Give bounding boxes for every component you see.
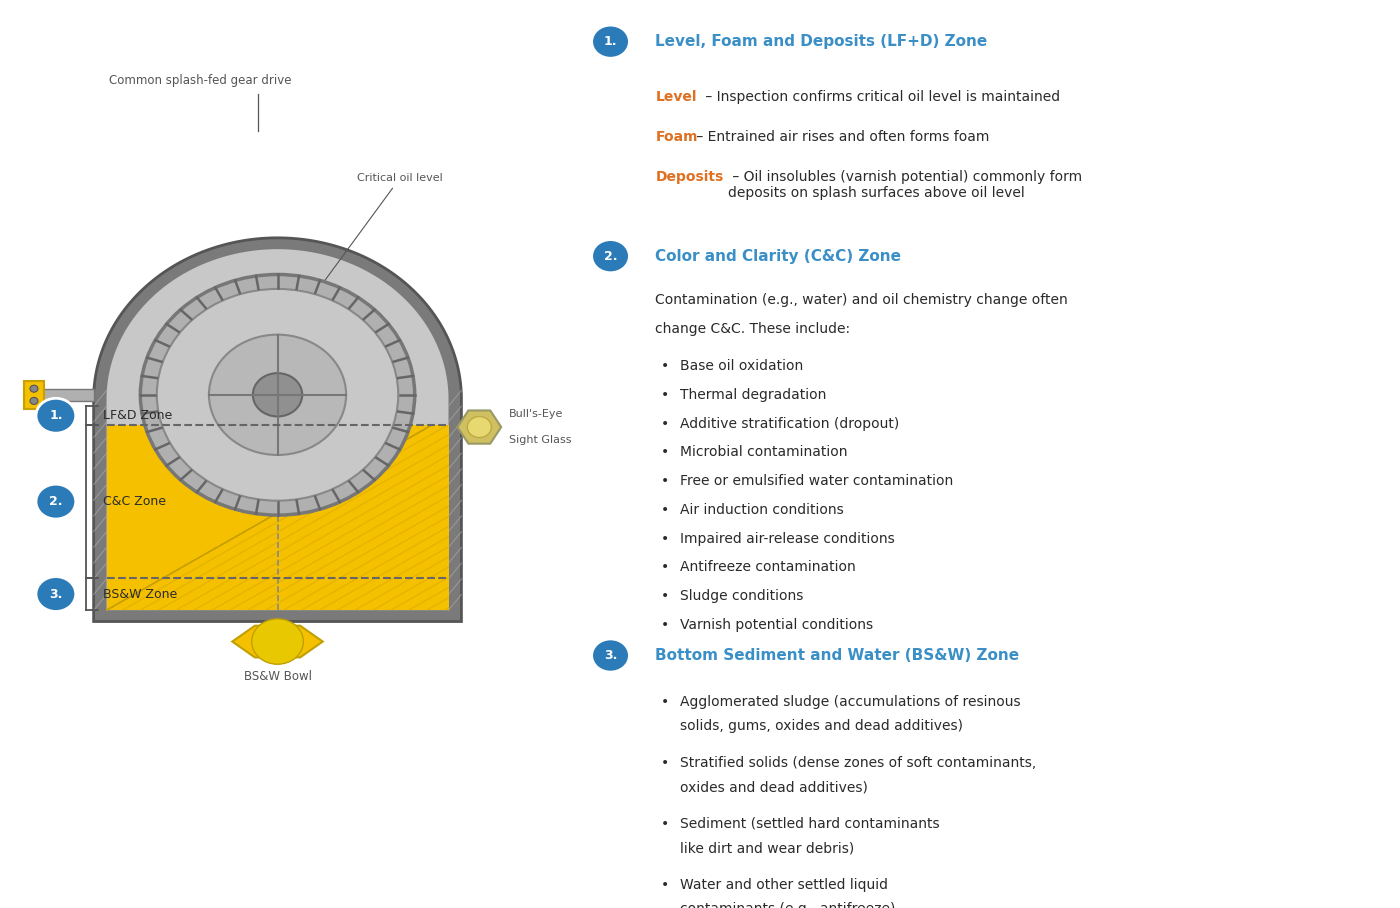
Polygon shape: [232, 626, 323, 657]
Circle shape: [592, 25, 630, 58]
Text: Water and other settled liquid: Water and other settled liquid: [680, 878, 888, 892]
Circle shape: [36, 577, 76, 611]
Text: Antifreeze contamination: Antifreeze contamination: [680, 560, 855, 575]
Text: Free or emulsified water contamination: Free or emulsified water contamination: [680, 474, 953, 489]
Circle shape: [253, 373, 302, 417]
Circle shape: [140, 274, 414, 515]
Text: Level, Foam and Deposits (LF+D) Zone: Level, Foam and Deposits (LF+D) Zone: [655, 35, 987, 49]
Text: Color and Clarity (C&C) Zone: Color and Clarity (C&C) Zone: [655, 249, 902, 263]
Circle shape: [29, 398, 38, 404]
Text: •: •: [661, 445, 669, 459]
Text: 2.: 2.: [603, 250, 617, 262]
Text: Deposits: Deposits: [655, 170, 724, 183]
Text: Critical oil level: Critical oil level: [295, 173, 442, 321]
Text: Base oil oxidation: Base oil oxidation: [680, 359, 804, 373]
Text: •: •: [661, 359, 669, 373]
Text: •: •: [661, 388, 669, 402]
Circle shape: [36, 399, 76, 433]
Text: LF&D Zone: LF&D Zone: [102, 410, 172, 422]
Circle shape: [592, 240, 630, 272]
Circle shape: [209, 335, 346, 455]
Text: 3.: 3.: [49, 587, 63, 600]
Text: solids, gums, oxides and dead additives): solids, gums, oxides and dead additives): [680, 719, 963, 733]
Text: •: •: [661, 755, 669, 770]
Text: •: •: [661, 417, 669, 430]
Text: 2.: 2.: [49, 495, 63, 508]
Text: •: •: [661, 503, 669, 517]
Text: Foam: Foam: [655, 130, 697, 143]
Text: – Inspection confirms critical oil level is maintained: – Inspection confirms critical oil level…: [701, 90, 1060, 104]
Text: 1.: 1.: [603, 35, 617, 48]
Text: – Entrained air rises and often forms foam: – Entrained air rises and often forms fo…: [692, 130, 990, 143]
Text: 1.: 1.: [49, 410, 63, 422]
Text: Agglomerated sludge (accumulations of resinous: Agglomerated sludge (accumulations of re…: [680, 695, 1021, 709]
Text: BS&W Bowl: BS&W Bowl: [244, 670, 312, 684]
FancyBboxPatch shape: [39, 389, 94, 401]
Text: Sediment (settled hard contaminants: Sediment (settled hard contaminants: [680, 817, 939, 831]
Polygon shape: [106, 249, 448, 610]
Text: Common splash-fed gear drive: Common splash-fed gear drive: [109, 74, 291, 87]
Polygon shape: [458, 410, 501, 444]
Circle shape: [29, 385, 38, 392]
Circle shape: [157, 289, 398, 500]
Text: Bottom Sediment and Water (BS&W) Zone: Bottom Sediment and Water (BS&W) Zone: [655, 648, 1019, 663]
Text: Stratified solids (dense zones of soft contaminants,: Stratified solids (dense zones of soft c…: [680, 755, 1036, 770]
Text: – Oil insolubles (varnish potential) commonly form
deposits on splash surfaces a: – Oil insolubles (varnish potential) com…: [728, 170, 1082, 200]
Text: •: •: [661, 878, 669, 892]
Polygon shape: [106, 425, 448, 610]
Text: Thermal degradation: Thermal degradation: [680, 388, 826, 402]
Text: Impaired air-release conditions: Impaired air-release conditions: [680, 532, 895, 546]
Circle shape: [252, 619, 304, 665]
Text: Bull's-Eye: Bull's-Eye: [510, 409, 564, 419]
Text: oxides and dead additives): oxides and dead additives): [680, 780, 868, 794]
Text: Microbial contamination: Microbial contamination: [680, 445, 847, 459]
Circle shape: [592, 639, 630, 672]
Text: •: •: [661, 695, 669, 709]
Text: •: •: [661, 618, 669, 632]
Text: Sludge conditions: Sludge conditions: [680, 589, 804, 603]
Text: C&C Zone: C&C Zone: [102, 495, 165, 508]
Text: Varnish potential conditions: Varnish potential conditions: [680, 618, 874, 632]
Text: Additive stratification (dropout): Additive stratification (dropout): [680, 417, 899, 430]
Text: •: •: [661, 474, 669, 489]
Text: •: •: [661, 817, 669, 831]
Text: contaminants (e.g., antifreeze): contaminants (e.g., antifreeze): [680, 903, 896, 908]
Text: Air induction conditions: Air induction conditions: [680, 503, 844, 517]
Text: •: •: [661, 532, 669, 546]
Text: like dirt and wear debris): like dirt and wear debris): [680, 841, 854, 855]
Text: change C&C. These include:: change C&C. These include:: [655, 321, 850, 336]
Circle shape: [468, 417, 491, 438]
Text: BS&W Zone: BS&W Zone: [102, 587, 176, 600]
Circle shape: [36, 484, 76, 519]
Text: 3.: 3.: [603, 649, 617, 662]
Text: Level: Level: [655, 90, 697, 104]
Text: •: •: [661, 589, 669, 603]
Text: Sight Glass: Sight Glass: [510, 435, 571, 445]
Polygon shape: [94, 238, 462, 621]
FancyBboxPatch shape: [24, 380, 43, 409]
Text: •: •: [661, 560, 669, 575]
Text: Contamination (e.g., water) and oil chemistry change often: Contamination (e.g., water) and oil chem…: [655, 292, 1068, 307]
